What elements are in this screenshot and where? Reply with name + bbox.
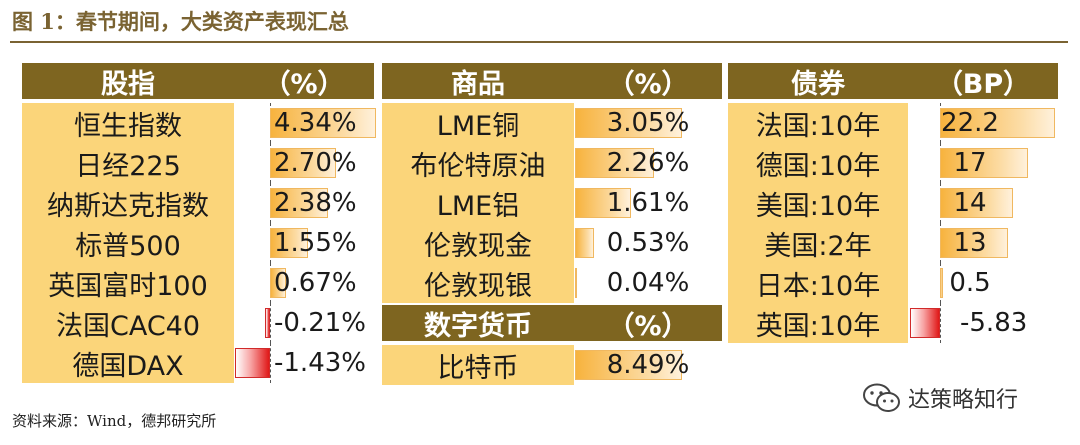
- commodity-row-name: LME铜: [382, 103, 574, 143]
- commodity-value-bar: [575, 148, 655, 178]
- commodity-row-name: 伦敦现银: [382, 263, 574, 303]
- bond-zero-axis: [940, 303, 941, 343]
- wechat-icon: [863, 383, 900, 412]
- equity-row-value-cell: 2.38%: [234, 183, 374, 223]
- equity-row-name: 恒生指数: [22, 103, 234, 143]
- equity-value-bar: [234, 348, 270, 378]
- equity-row-name: 标普500: [22, 223, 234, 263]
- bond-value-bar: [940, 188, 1013, 218]
- bond-row-value-cell: 17: [908, 143, 1058, 183]
- bond-row-value-cell: 0.5: [908, 263, 1058, 303]
- figure-title: 图 1：春节期间，大类资产表现汇总: [12, 9, 349, 34]
- equity-value-label: -0.21%: [274, 308, 366, 338]
- commodity-row-name: 伦敦现金: [382, 223, 574, 263]
- title-rule: [10, 41, 1068, 43]
- bond-row-value-cell: 22.2: [908, 103, 1058, 143]
- bond-row-value-cell: 14: [908, 183, 1058, 223]
- commodity-row-value-cell: 1.61%: [574, 183, 722, 223]
- equity-unit-header: （%）: [234, 63, 374, 100]
- asset-performance-table: 股指 （%） 恒生指数 4.34% 日经225 2.70% 纳斯达克指数 2.38% 标普500…: [22, 63, 1058, 385]
- bond-unit-header: （BP）: [908, 63, 1058, 100]
- crypto-value-label: 8.49%: [606, 350, 690, 380]
- equity-row-value-cell: -0.21%: [234, 303, 374, 343]
- commodity-unit-header: （%）: [574, 63, 722, 100]
- bond-row-name: 德国:10年: [728, 143, 908, 183]
- watermark: 达策略知行: [862, 382, 1018, 414]
- commodity-row-name: 布伦特原油: [382, 143, 574, 183]
- bond-header: 债券: [728, 63, 908, 100]
- equity-value-label: 0.67%: [274, 268, 357, 298]
- bond-row-value-cell: 13: [908, 223, 1058, 263]
- commodity-row-name: LME铝: [382, 183, 574, 223]
- crypto-header: 数字货币: [382, 305, 574, 342]
- commodity-value-bar: [575, 108, 682, 138]
- bond-value-label: 13: [953, 228, 987, 258]
- commodity-row-value-cell: 0.04%: [574, 263, 722, 303]
- bond-value-label: 14: [953, 188, 987, 218]
- equity-zero-axis: [270, 343, 271, 383]
- equity-row-name: 德国DAX: [22, 343, 234, 383]
- bond-value-label: 17: [953, 148, 987, 178]
- equity-row-value-cell: -1.43%: [234, 343, 374, 383]
- bond-value-label: -5.83: [960, 308, 1028, 338]
- commodity-row-value-cell: 3.05%: [574, 103, 722, 143]
- crypto-row-name: 比特币: [382, 345, 574, 385]
- bond-value-bar: [940, 228, 1008, 258]
- crypto-row-value-cell: 8.49%: [574, 345, 722, 385]
- bond-row-name: 英国:10年: [728, 303, 908, 343]
- bond-value-label: 0.5: [949, 268, 991, 298]
- commodity-value-label: 3.05%: [606, 108, 690, 138]
- equity-value-label: 2.38%: [274, 188, 357, 218]
- bond-row-value-cell: -5.83: [908, 303, 1058, 343]
- equity-value-label: 1.55%: [274, 228, 357, 258]
- bond-value-label: 22.2: [941, 108, 999, 138]
- bond-value-bar: [909, 308, 940, 338]
- equity-row-name: 日经225: [22, 143, 234, 183]
- equity-value-label: -1.43%: [274, 348, 366, 378]
- equity-row-value-cell: 1.55%: [234, 223, 374, 263]
- commodity-row-value-cell: 0.53%: [574, 223, 722, 263]
- equity-row-name: 英国富时100: [22, 263, 234, 303]
- bond-value-bar: [940, 268, 943, 298]
- commodity-value-bar: [575, 268, 577, 298]
- equity-value-bar: [270, 268, 287, 298]
- equity-header: 股指: [22, 63, 234, 100]
- equity-value-label: 4.34%: [274, 108, 357, 138]
- commodity-value-label: 1.61%: [606, 188, 690, 218]
- equity-value-bar: [270, 148, 337, 178]
- equity-row-value-cell: 2.70%: [234, 143, 374, 183]
- commodity-value-bar: [575, 228, 594, 258]
- bond-row-name: 法国:10年: [728, 103, 908, 143]
- equity-value-bar: [264, 308, 270, 338]
- equity-value-bar: [270, 108, 377, 138]
- equity-row-value-cell: 4.34%: [234, 103, 377, 143]
- crypto-unit-header: （%）: [574, 305, 722, 342]
- equity-row-value-cell: 0.67%: [234, 263, 374, 303]
- commodity-row-value-cell: 2.26%: [574, 143, 722, 183]
- bond-row-name: 美国:10年: [728, 183, 908, 223]
- equity-row-name: 法国CAC40: [22, 303, 234, 343]
- bond-value-bar: [940, 108, 1056, 138]
- commodity-value-bar: [575, 188, 632, 218]
- bond-row-name: 美国:2年: [728, 223, 908, 263]
- equity-zero-axis: [270, 303, 271, 343]
- equity-row-name: 纳斯达克指数: [22, 183, 234, 223]
- crypto-value-bar: [575, 350, 682, 380]
- source-note: 资料来源：Wind，德邦研究所: [12, 412, 217, 430]
- commodity-header: 商品: [382, 63, 574, 100]
- watermark-text: 达策略知行: [908, 388, 1019, 413]
- equity-value-bar: [270, 188, 329, 218]
- equity-value-label: 2.70%: [274, 148, 357, 178]
- commodity-value-label: 0.53%: [606, 228, 690, 258]
- commodity-value-label: 2.26%: [606, 148, 690, 178]
- commodity-value-label: 0.04%: [606, 268, 690, 298]
- equity-value-bar: [270, 228, 308, 258]
- bond-value-bar: [940, 148, 1029, 178]
- bond-row-name: 日本:10年: [728, 263, 908, 303]
